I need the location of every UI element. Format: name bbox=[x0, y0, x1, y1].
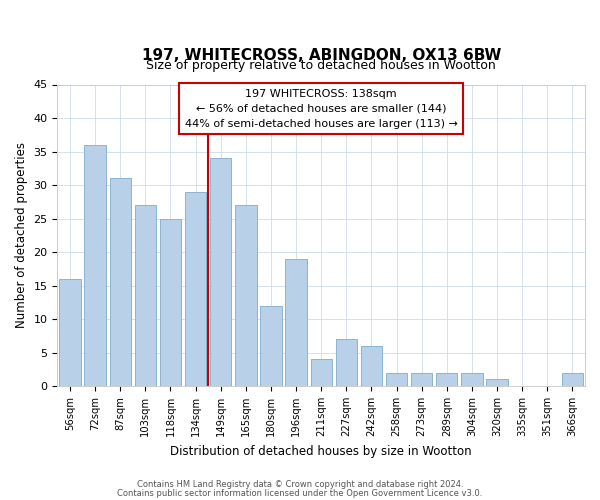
Bar bbox=[260, 306, 281, 386]
Bar bbox=[436, 372, 457, 386]
Bar bbox=[235, 205, 257, 386]
Bar bbox=[185, 192, 206, 386]
Text: 197 WHITECROSS: 138sqm
← 56% of detached houses are smaller (144)
44% of semi-de: 197 WHITECROSS: 138sqm ← 56% of detached… bbox=[185, 89, 458, 128]
Bar bbox=[411, 372, 433, 386]
X-axis label: Distribution of detached houses by size in Wootton: Distribution of detached houses by size … bbox=[170, 444, 472, 458]
Bar bbox=[461, 372, 482, 386]
Bar bbox=[210, 158, 232, 386]
Text: Contains HM Land Registry data © Crown copyright and database right 2024.: Contains HM Land Registry data © Crown c… bbox=[137, 480, 463, 489]
Bar bbox=[286, 258, 307, 386]
Text: Size of property relative to detached houses in Wootton: Size of property relative to detached ho… bbox=[146, 60, 496, 72]
Bar bbox=[311, 360, 332, 386]
Bar bbox=[335, 339, 357, 386]
Bar bbox=[134, 205, 156, 386]
Bar bbox=[160, 218, 181, 386]
Text: Contains public sector information licensed under the Open Government Licence v3: Contains public sector information licen… bbox=[118, 489, 482, 498]
Y-axis label: Number of detached properties: Number of detached properties bbox=[15, 142, 28, 328]
Bar bbox=[361, 346, 382, 386]
Title: 197, WHITECROSS, ABINGDON, OX13 6BW: 197, WHITECROSS, ABINGDON, OX13 6BW bbox=[142, 48, 501, 62]
Bar bbox=[59, 279, 80, 386]
Bar bbox=[562, 372, 583, 386]
Bar bbox=[110, 178, 131, 386]
Bar bbox=[85, 145, 106, 386]
Bar bbox=[487, 380, 508, 386]
Bar bbox=[386, 372, 407, 386]
